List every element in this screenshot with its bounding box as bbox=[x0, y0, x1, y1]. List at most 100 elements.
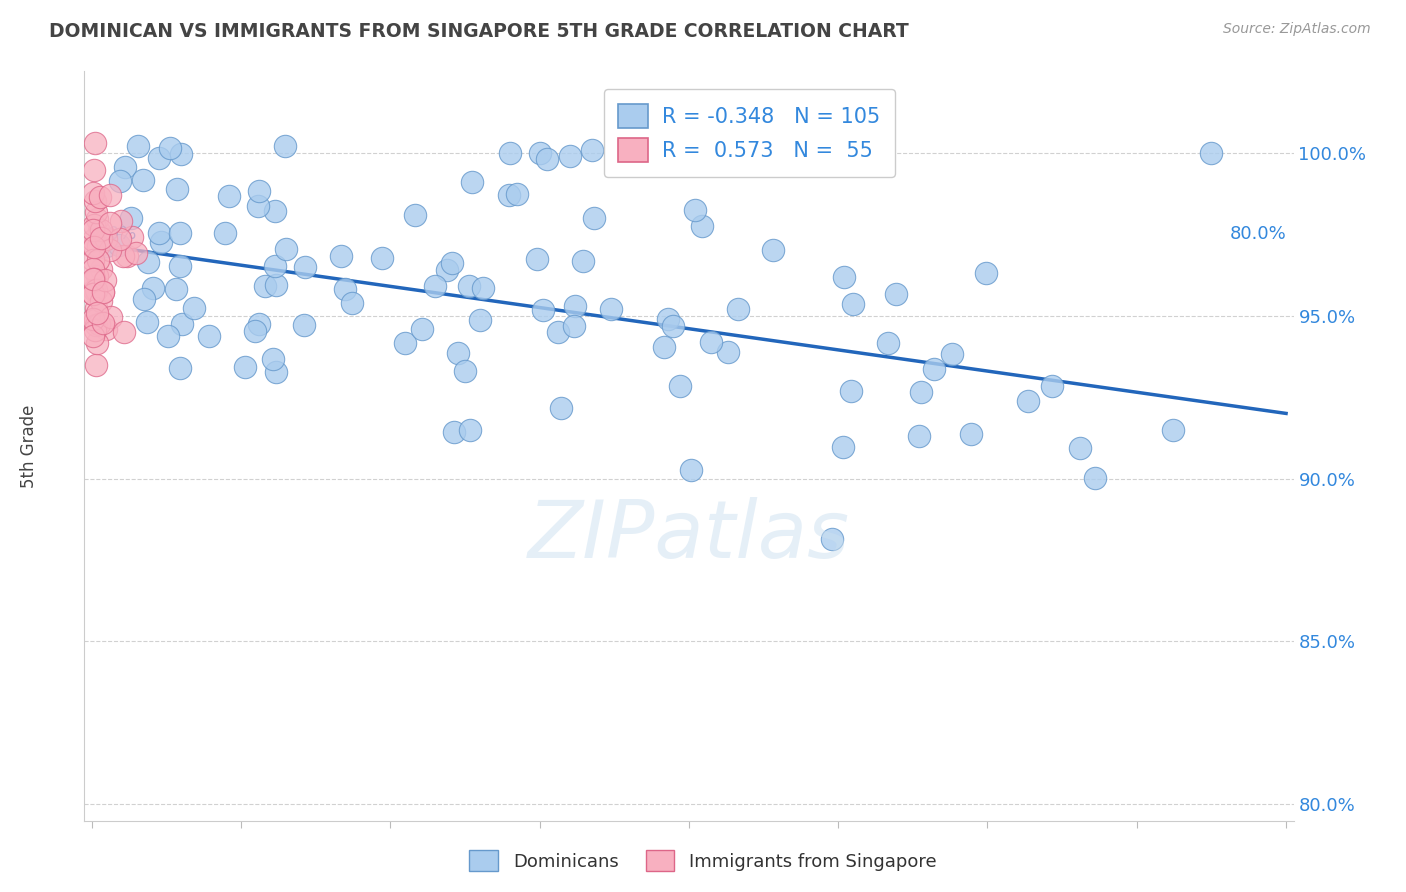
Point bbox=[292, 318, 315, 333]
Point bbox=[246, 199, 269, 213]
Point bbox=[506, 186, 529, 201]
Point bbox=[572, 253, 595, 268]
Point bbox=[82, 287, 104, 301]
Point bbox=[294, 260, 316, 274]
Point bbox=[110, 214, 132, 228]
Point bbox=[159, 141, 181, 155]
Point bbox=[1163, 424, 1185, 438]
Point bbox=[86, 212, 108, 227]
Point bbox=[276, 242, 298, 256]
Point bbox=[454, 364, 477, 378]
Point bbox=[91, 285, 114, 299]
Point bbox=[457, 279, 479, 293]
Point bbox=[440, 255, 463, 269]
Point bbox=[84, 358, 107, 372]
Point bbox=[83, 163, 105, 178]
Point bbox=[404, 208, 426, 222]
Point bbox=[94, 238, 117, 252]
Point bbox=[84, 284, 107, 298]
Point bbox=[82, 186, 104, 200]
Point bbox=[547, 325, 569, 339]
Point bbox=[86, 268, 108, 283]
Point bbox=[233, 359, 256, 374]
Point bbox=[87, 317, 110, 331]
Point bbox=[90, 223, 112, 237]
Point bbox=[685, 202, 707, 217]
Point bbox=[333, 282, 356, 296]
Point bbox=[84, 205, 107, 219]
Point bbox=[679, 463, 702, 477]
Point bbox=[581, 143, 603, 157]
Point bbox=[82, 328, 104, 343]
Y-axis label: 5th Grade: 5th Grade bbox=[20, 404, 38, 488]
Point bbox=[169, 360, 191, 375]
Point bbox=[461, 175, 484, 189]
Point bbox=[425, 279, 447, 293]
Point bbox=[90, 261, 112, 276]
Point bbox=[90, 294, 112, 309]
Point bbox=[169, 226, 191, 240]
Legend: R = -0.348   N = 105, R =  0.573   N =  55: R = -0.348 N = 105, R = 0.573 N = 55 bbox=[603, 89, 896, 177]
Point bbox=[166, 182, 188, 196]
Point bbox=[876, 336, 898, 351]
Text: DOMINICAN VS IMMIGRANTS FROM SINGAPORE 5TH GRADE CORRELATION CHART: DOMINICAN VS IMMIGRANTS FROM SINGAPORE 5… bbox=[49, 22, 908, 41]
Point bbox=[82, 233, 104, 247]
Text: ZIPatlas: ZIPatlas bbox=[527, 497, 851, 575]
Point bbox=[583, 211, 606, 225]
Point bbox=[959, 426, 981, 441]
Point bbox=[114, 160, 136, 174]
Point bbox=[924, 362, 946, 376]
Point bbox=[243, 324, 266, 338]
Point bbox=[460, 423, 482, 437]
Point bbox=[86, 336, 108, 351]
Point bbox=[90, 231, 112, 245]
Point bbox=[121, 229, 143, 244]
Point bbox=[170, 317, 193, 331]
Point bbox=[562, 318, 585, 333]
Point bbox=[498, 188, 520, 202]
Point bbox=[669, 378, 692, 392]
Point bbox=[371, 252, 394, 266]
Point bbox=[170, 147, 193, 161]
Point bbox=[84, 194, 107, 209]
Point bbox=[198, 329, 221, 343]
Point bbox=[89, 190, 111, 204]
Point bbox=[84, 301, 107, 315]
Point bbox=[82, 223, 104, 237]
Point bbox=[127, 139, 149, 153]
Point bbox=[699, 334, 721, 349]
Point bbox=[82, 252, 104, 267]
Legend: Dominicans, Immigrants from Singapore: Dominicans, Immigrants from Singapore bbox=[463, 843, 943, 879]
Point bbox=[247, 184, 270, 198]
Text: 0.0%: 0.0% bbox=[91, 225, 138, 243]
Point bbox=[96, 322, 118, 336]
Point bbox=[717, 344, 740, 359]
Point bbox=[536, 153, 558, 167]
Point bbox=[842, 297, 865, 311]
Point bbox=[120, 211, 142, 226]
Point bbox=[108, 237, 131, 252]
Point bbox=[558, 149, 581, 163]
Point bbox=[91, 285, 114, 299]
Point bbox=[87, 224, 110, 238]
Point bbox=[531, 303, 554, 318]
Point bbox=[690, 219, 713, 233]
Point bbox=[886, 287, 908, 301]
Point bbox=[264, 277, 287, 292]
Point bbox=[87, 253, 110, 268]
Point bbox=[115, 249, 138, 263]
Point bbox=[832, 440, 855, 454]
Point bbox=[110, 232, 132, 246]
Point bbox=[98, 244, 121, 258]
Point bbox=[264, 259, 287, 273]
Point bbox=[156, 328, 179, 343]
Point bbox=[142, 281, 165, 295]
Point bbox=[83, 136, 105, 150]
Point bbox=[470, 312, 492, 326]
Point bbox=[82, 240, 104, 254]
Point bbox=[83, 283, 105, 297]
Point bbox=[910, 384, 932, 399]
Point bbox=[1069, 441, 1091, 455]
Point bbox=[254, 278, 277, 293]
Point bbox=[839, 384, 862, 398]
